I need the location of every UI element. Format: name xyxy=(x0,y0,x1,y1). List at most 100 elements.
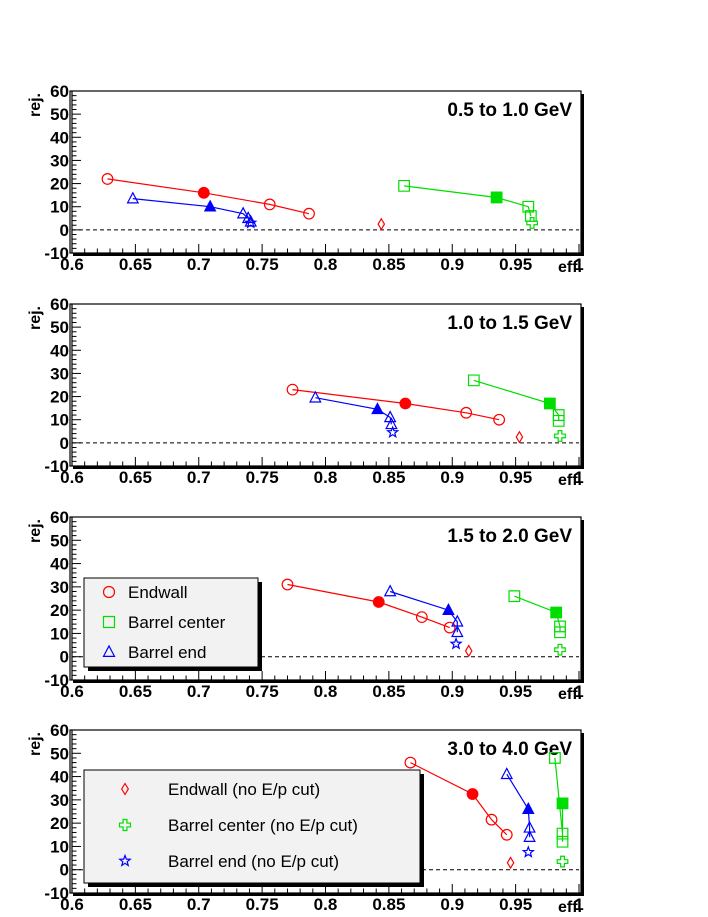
x-tick-label: 0.6 xyxy=(60,895,84,914)
x-axis-label: eff. xyxy=(558,899,582,916)
data-point-barrel-end xyxy=(385,417,398,430)
data-point-endwall-no-e-p-cut xyxy=(464,644,473,658)
x-axis-label: eff. xyxy=(558,472,582,489)
x-tick-label: 1 xyxy=(574,255,583,274)
y-tick-label: 10 xyxy=(50,411,69,430)
chart-panel-3: -10 0 10 20 30 40 50 60 0.6 0.65 0.7 0.75 0.8 0.85 0.9… xyxy=(27,508,584,703)
y-tick-label: 20 xyxy=(50,814,69,833)
plot-frame-shadow xyxy=(73,893,584,896)
data-point-endwall xyxy=(500,828,513,841)
y-axis-label: rej. xyxy=(27,306,44,330)
legend-label: Barrel center xyxy=(128,613,226,632)
y-tick-label: 60 xyxy=(50,508,69,527)
legend-label: Barrel center (no E/p cut) xyxy=(168,816,358,835)
x-tick-label: 1 xyxy=(574,682,583,701)
x-tick-label: 0.8 xyxy=(314,682,338,701)
legend-label: Endwall (no E/p cut) xyxy=(168,780,320,799)
x-tick-label: 0.95 xyxy=(499,895,532,914)
x-tick-label: 0.85 xyxy=(372,255,405,274)
x-tick-label: 0.75 xyxy=(246,468,279,487)
chart-title: 0.5 to 1.0 GeV xyxy=(447,100,572,121)
highlighted-point-barrel-center xyxy=(550,606,563,619)
y-tick-label: 30 xyxy=(50,364,69,383)
legend: Endwall (no E/p cut) Barrel center (no E/… xyxy=(83,769,424,887)
data-point-endwall xyxy=(263,198,276,211)
series-line-endwall xyxy=(410,762,508,836)
data-point-barrel-end xyxy=(523,829,536,842)
x-tick-label: 1 xyxy=(574,468,583,487)
data-point-barrel-center-no-e-p-cut xyxy=(554,643,566,656)
data-point-barrel-center xyxy=(467,374,480,387)
data-point-barrel-center-no-e-p-cut xyxy=(556,855,569,868)
legend-marker xyxy=(102,615,116,629)
x-tick-label: 0.85 xyxy=(372,682,405,701)
x-axis-label: eff. xyxy=(558,686,582,703)
y-tick-label: 60 xyxy=(50,295,69,314)
legend-label: Endwall xyxy=(128,583,188,602)
data-point-endwall xyxy=(485,813,498,826)
y-tick-label: 10 xyxy=(50,624,69,643)
plot-frame xyxy=(69,90,582,254)
y-tick-label: -10 xyxy=(44,884,69,903)
legend-label: Barrel end (no E/p cut) xyxy=(168,852,339,871)
y-tick-label: 50 xyxy=(50,318,69,337)
y-tick-label: 40 xyxy=(50,128,69,147)
y-tick-label: 0 xyxy=(60,861,69,880)
chart-title: 1.5 to 2.0 GeV xyxy=(447,526,572,547)
x-tick-label: 0.7 xyxy=(187,468,211,487)
x-tick-label: 0.75 xyxy=(246,895,279,914)
x-tick-label: 0.8 xyxy=(314,255,338,274)
x-tick-label: 0.95 xyxy=(499,255,532,274)
y-tick-label: 0 xyxy=(60,648,69,667)
plot-frame-shadow xyxy=(73,253,584,256)
data-point-barrel-end xyxy=(500,767,514,780)
chart-panel-2: -10 0 10 20 30 40 50 60 0.6 0.65 0.7 0.75 0.8 0.85 0.9… xyxy=(27,295,584,489)
y-tick-label: 50 xyxy=(50,744,69,763)
highlighted-point-barrel-end xyxy=(522,802,535,815)
x-tick-label: 1 xyxy=(574,895,583,914)
data-point-barrel-end xyxy=(309,390,322,403)
y-tick-label: 20 xyxy=(50,601,69,620)
y-axis-label: rej. xyxy=(27,519,44,543)
data-point-endwall xyxy=(415,611,428,624)
x-tick-label: 0.7 xyxy=(187,895,211,914)
y-tick-label: 30 xyxy=(50,578,69,597)
y-tick-label: 20 xyxy=(50,388,69,407)
y-tick-label: 30 xyxy=(50,791,69,810)
x-tick-label: 0.75 xyxy=(246,682,279,701)
y-tick-label: 10 xyxy=(50,198,69,217)
data-point-barrel-end xyxy=(451,625,464,638)
legend-box xyxy=(83,577,259,668)
x-tick-label: 0.75 xyxy=(246,255,279,274)
x-tick-label: 0.65 xyxy=(119,255,152,274)
y-tick-label: 50 xyxy=(50,105,69,124)
y-tick-label: 60 xyxy=(50,721,69,740)
chart-title: 1.0 to 1.5 GeV xyxy=(447,313,572,334)
data-point-barrel-center xyxy=(549,752,561,764)
data-point-barrel-center xyxy=(554,626,566,639)
y-tick-label: -10 xyxy=(44,457,69,476)
x-tick-label: 0.65 xyxy=(119,895,152,914)
data-point-barrel-center-no-e-p-cut xyxy=(526,217,539,229)
data-point-barrel-center xyxy=(552,414,565,427)
highlighted-point-endwall xyxy=(372,596,385,608)
plot-frame-shadow xyxy=(581,520,584,683)
legend-label: Barrel end xyxy=(128,643,206,662)
data-point-endwall xyxy=(493,413,506,426)
data-point-endwall xyxy=(286,383,299,396)
data-point-barrel-center xyxy=(556,835,569,848)
data-point-endwall xyxy=(303,207,315,220)
highlighted-point-barrel-center xyxy=(556,797,569,810)
series-line-barrel-center xyxy=(404,185,532,217)
data-point-endwall xyxy=(460,406,473,419)
y-axis-label: rej. xyxy=(27,93,44,117)
chart-title: 3.0 to 4.0 GeV xyxy=(447,739,572,760)
legend-marker xyxy=(121,782,129,796)
y-axis-label: rej. xyxy=(27,732,44,756)
plot-frame-shadow xyxy=(581,307,584,469)
legend-marker xyxy=(102,585,116,599)
highlighted-point-endwall xyxy=(399,397,412,410)
y-tick-label: 50 xyxy=(50,531,69,550)
series-line-endwall xyxy=(292,389,500,421)
